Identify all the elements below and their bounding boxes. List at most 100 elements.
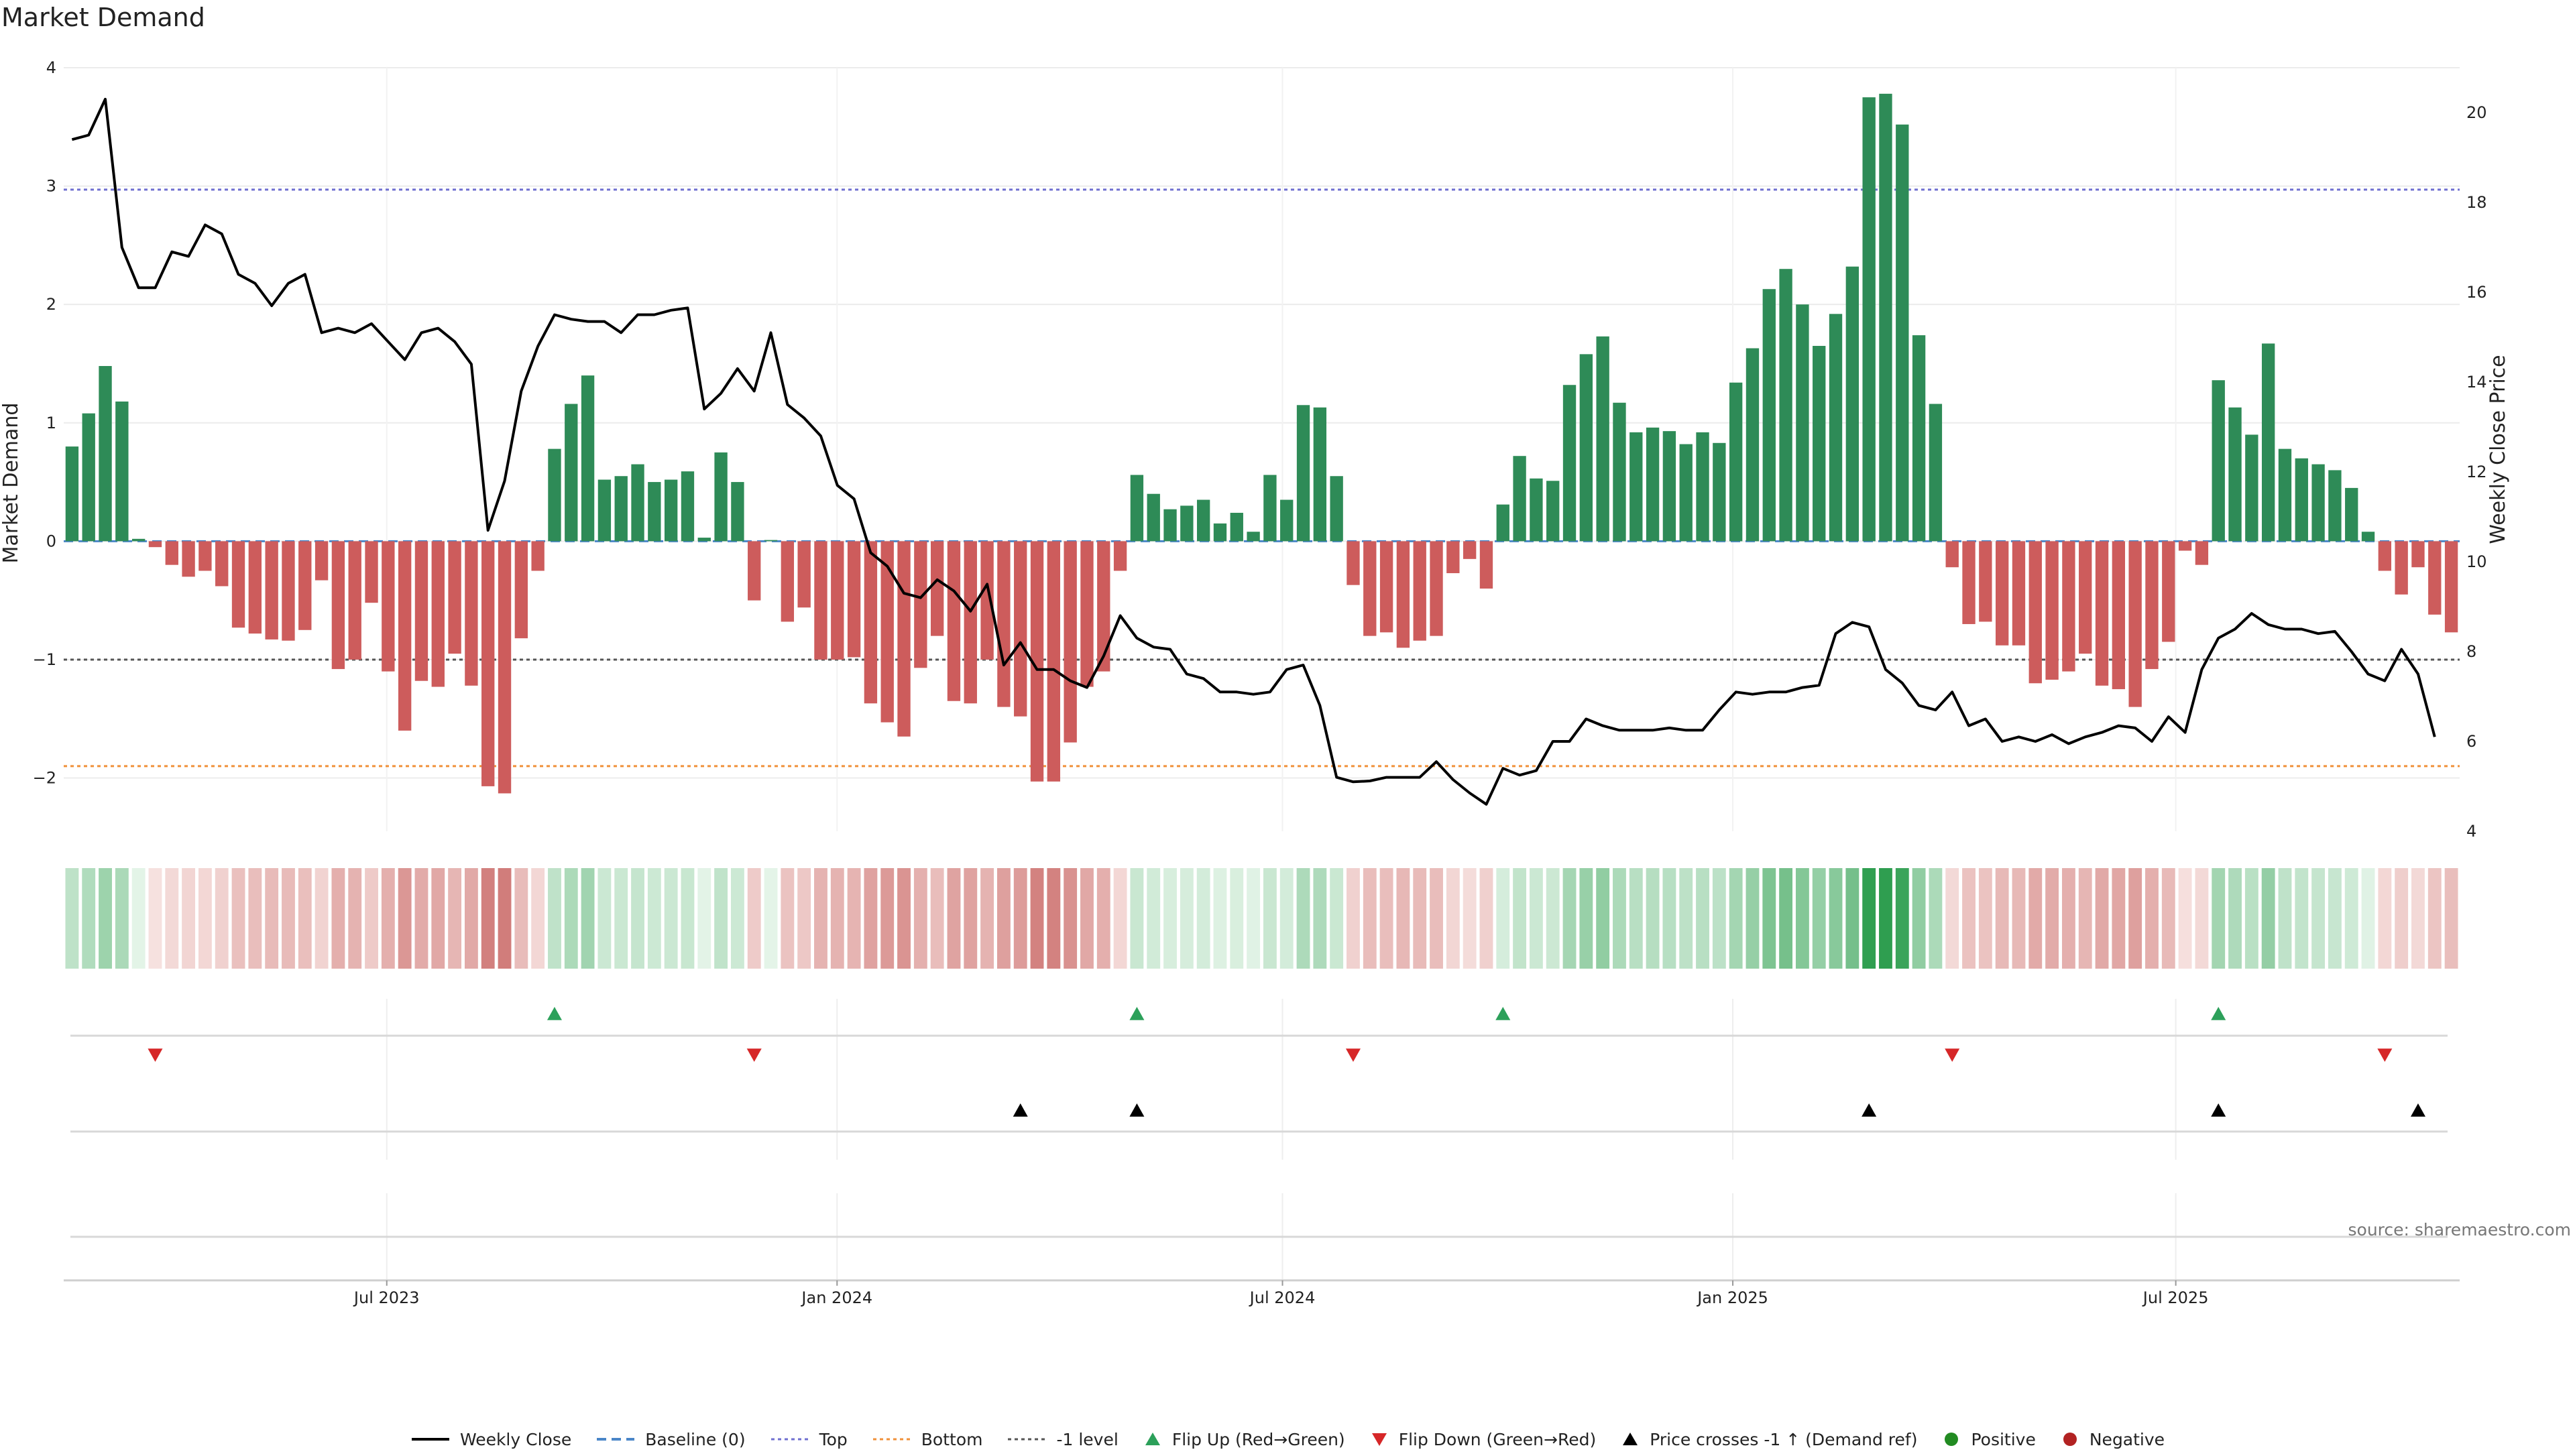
heat-cell — [581, 868, 595, 969]
demand-bar — [2145, 541, 2159, 670]
demand-bar — [1396, 541, 1410, 648]
demand-bar — [2361, 532, 2375, 542]
heat-cell — [1779, 868, 1793, 969]
heat-cell — [131, 868, 146, 969]
price-cross-marker — [1862, 1103, 1877, 1117]
demand-bar — [1912, 335, 1926, 542]
heat-cell — [747, 868, 761, 969]
heat-cell — [864, 868, 878, 969]
demand-bar — [314, 541, 329, 581]
demand-bar — [2295, 458, 2308, 542]
demand-bar — [1746, 348, 1760, 542]
demand-bar — [1330, 476, 1343, 542]
demand-bar — [1147, 493, 1160, 542]
demand-bar — [1113, 541, 1127, 571]
heat-cell — [1296, 868, 1310, 969]
heat-cell — [781, 868, 795, 969]
heat-cell — [797, 868, 811, 969]
heat-cell — [2311, 868, 2326, 969]
demand-bar — [1180, 505, 1194, 542]
heat-cell — [1096, 868, 1110, 969]
heat-cell — [2411, 868, 2425, 969]
demand-bar — [1047, 541, 1061, 782]
heat-cell — [1679, 868, 1693, 969]
heat-cell — [498, 868, 512, 969]
heat-cell — [2244, 868, 2258, 969]
demand-bar — [82, 413, 95, 542]
legend-item-bottom: Bottom — [872, 1430, 982, 1449]
demand-bar — [1562, 385, 1577, 542]
demand-bar — [631, 464, 644, 542]
heat-cell — [314, 868, 329, 969]
y-axis-title-right: Weekly Close Price — [2486, 355, 2510, 544]
heat-cell — [947, 868, 961, 969]
heat-cell — [1379, 868, 1393, 969]
demand-bar — [1596, 336, 1609, 542]
demand-bar — [648, 482, 661, 542]
heat-cell — [1562, 868, 1577, 969]
heat-cell — [2178, 868, 2192, 969]
legend-symbol-icon — [1145, 1433, 1160, 1445]
heat-cell — [930, 868, 944, 969]
demand-bar — [431, 541, 445, 687]
demand-bar — [2045, 541, 2059, 680]
demand-bar — [531, 541, 545, 571]
x-tick-label: Jul 2024 — [1249, 1288, 1316, 1307]
legend-symbol-icon — [872, 1438, 911, 1441]
demand-bar — [1130, 475, 1144, 542]
demand-bar — [1064, 541, 1077, 743]
demand-bar — [2112, 541, 2126, 690]
y-axis-title-left: Market Demand — [0, 403, 23, 564]
demand-bar — [1446, 541, 1460, 574]
demand-bar — [148, 541, 162, 548]
demand-bar — [1579, 354, 1593, 542]
heat-cell — [1746, 868, 1760, 969]
demand-bar — [1845, 266, 1859, 542]
heat-cell — [2228, 868, 2242, 969]
demand-bar — [764, 540, 778, 542]
heat-cell — [1430, 868, 1443, 969]
heat-cell — [2278, 868, 2292, 969]
legend-label: Price crosses -1 ↑ (Demand ref) — [1650, 1429, 1918, 1449]
demand-bar — [1879, 93, 1892, 542]
legend-label: Negative — [2089, 1429, 2165, 1449]
demand-bar — [398, 541, 412, 731]
demand-bar — [1613, 402, 1626, 542]
demand-bar — [182, 541, 195, 577]
heat-cell — [82, 868, 96, 969]
heat-cell — [1829, 868, 1843, 969]
demand-bar — [2012, 541, 2026, 646]
weekly-close-series — [71, 97, 2436, 806]
demand-bar — [847, 541, 861, 658]
heat-cell — [548, 868, 561, 969]
heat-cell — [1113, 868, 1127, 969]
heat-cell — [1196, 868, 1210, 969]
demand-bar — [1413, 541, 1426, 641]
heat-cell — [1978, 868, 1992, 969]
heat-cell — [2128, 868, 2142, 969]
demand-bar — [1496, 504, 1509, 542]
demand-bar — [2178, 541, 2192, 551]
demand-bar — [2162, 541, 2175, 642]
heat-cell — [730, 868, 744, 969]
heat-cell — [198, 868, 212, 969]
heat-cell — [514, 868, 528, 969]
heat-cell — [365, 868, 378, 969]
legend-item-weekly-close: Weekly Close — [410, 1430, 571, 1449]
legend: Weekly Close Baseline (0) Top Bottom -1 leve… — [0, 1422, 2575, 1456]
heat-cell — [265, 868, 279, 969]
heat-cell — [2061, 868, 2075, 969]
demand-bar — [2278, 448, 2292, 542]
demand-bar — [2311, 464, 2325, 542]
heat-cell — [1064, 868, 1078, 969]
heat-cell — [964, 868, 978, 969]
heat-cell — [1895, 868, 1909, 969]
demand-bar — [1662, 431, 1676, 542]
demand-bar — [1813, 345, 1826, 542]
heat-cell — [1130, 868, 1144, 969]
heat-cell — [1596, 868, 1610, 969]
heat-cell — [664, 868, 678, 969]
demand-bar — [748, 541, 761, 601]
demand-bar — [1263, 475, 1277, 542]
y-right-tick-label: 4 — [2466, 822, 2476, 841]
